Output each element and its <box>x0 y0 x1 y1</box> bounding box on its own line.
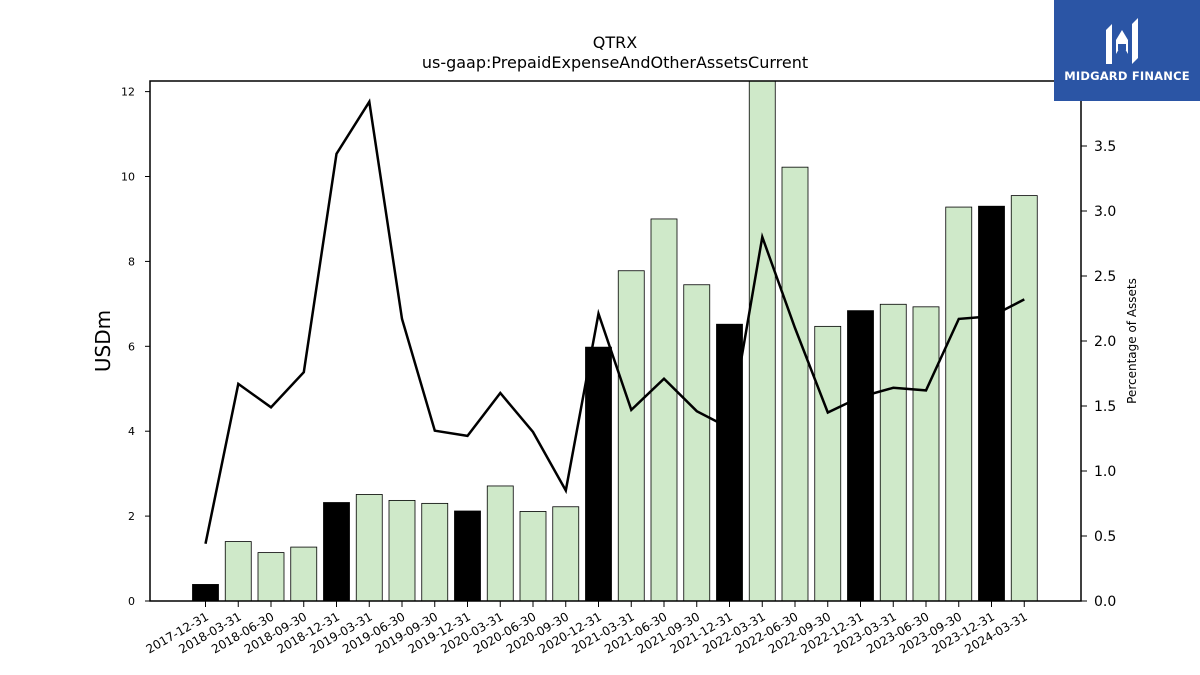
bar-2023-06-30 <box>912 306 940 602</box>
y2tick-label: 0.0 <box>1094 594 1116 610</box>
left-axis-ticks: 0 2 4 6 8 10 12 <box>121 86 150 608</box>
bar-2022-03-31 <box>748 80 776 602</box>
bar-2022-12-31 <box>847 310 874 602</box>
percentage-line <box>204 98 1025 545</box>
chart-title: QTRX <box>593 33 637 52</box>
y2tick-label: 1.0 <box>1094 464 1116 480</box>
y2tick-label: 2.5 <box>1094 269 1116 285</box>
bar-2021-09-30 <box>683 284 711 602</box>
bar-2021-03-31 <box>617 270 645 602</box>
bar-2019-12-31 <box>454 510 481 602</box>
chart-subtitle: us-gaap:PrepaidExpenseAndOtherAssetsCurr… <box>422 53 808 72</box>
midgard-finance-logo: MIDGARD FINANCE <box>1054 0 1200 101</box>
bars-group <box>192 80 1038 602</box>
bar-2019-09-30 <box>421 502 449 602</box>
y2tick-label: 2.0 <box>1094 334 1116 350</box>
bar-2018-03-31 <box>224 541 252 602</box>
right-axis-ticks: 0.0 0.5 1.0 1.5 2.0 2.5 3.0 3.5 <box>1081 139 1116 610</box>
ytick-label: 2 <box>128 510 135 523</box>
bar-2018-09-30 <box>290 546 318 602</box>
bar-2018-12-31 <box>323 502 350 602</box>
bar-2023-03-31 <box>879 303 907 602</box>
line-group <box>204 98 1025 545</box>
y2tick-label: 3.5 <box>1094 139 1116 155</box>
y2tick-label: 0.5 <box>1094 529 1116 545</box>
ytick-label: 4 <box>128 425 135 438</box>
bar-2020-06-30 <box>519 511 547 602</box>
ytick-label: 0 <box>128 595 135 608</box>
ytick-label: 10 <box>121 171 135 184</box>
logo-text: MIDGARD FINANCE <box>1064 69 1190 83</box>
bar-2017-12-31 <box>192 584 219 602</box>
bar-2023-09-30 <box>945 206 973 602</box>
y2tick-label: 3.0 <box>1094 204 1116 220</box>
y2tick-label: 1.5 <box>1094 399 1116 415</box>
bar-2023-12-31 <box>978 205 1005 602</box>
bar-2024-03-31 <box>1010 195 1038 602</box>
bar-2018-06-30 <box>257 552 285 602</box>
bar-2020-09-30 <box>552 506 580 602</box>
x-axis-ticks: 2017-12-312018-03-312018-06-302018-09-30… <box>144 601 1030 656</box>
plot-frame <box>149 80 1082 602</box>
y-axis-label: USDm <box>91 310 115 372</box>
bar-2022-09-30 <box>814 325 842 602</box>
bar-2020-03-31 <box>486 485 514 602</box>
ytick-label: 6 <box>128 340 135 353</box>
bar-2021-12-31 <box>716 323 743 602</box>
bar-2019-03-31 <box>355 494 383 602</box>
bar-2020-12-31 <box>585 346 612 602</box>
logo-mark-icon <box>1106 18 1138 64</box>
ytick-label: 12 <box>121 86 135 99</box>
bar-2022-06-30 <box>781 166 809 602</box>
bar-2019-06-30 <box>388 499 416 602</box>
ytick-label: 8 <box>128 255 135 268</box>
y2-axis-label: Percentage of Assets <box>1125 278 1139 404</box>
bar-2021-06-30 <box>650 218 678 602</box>
